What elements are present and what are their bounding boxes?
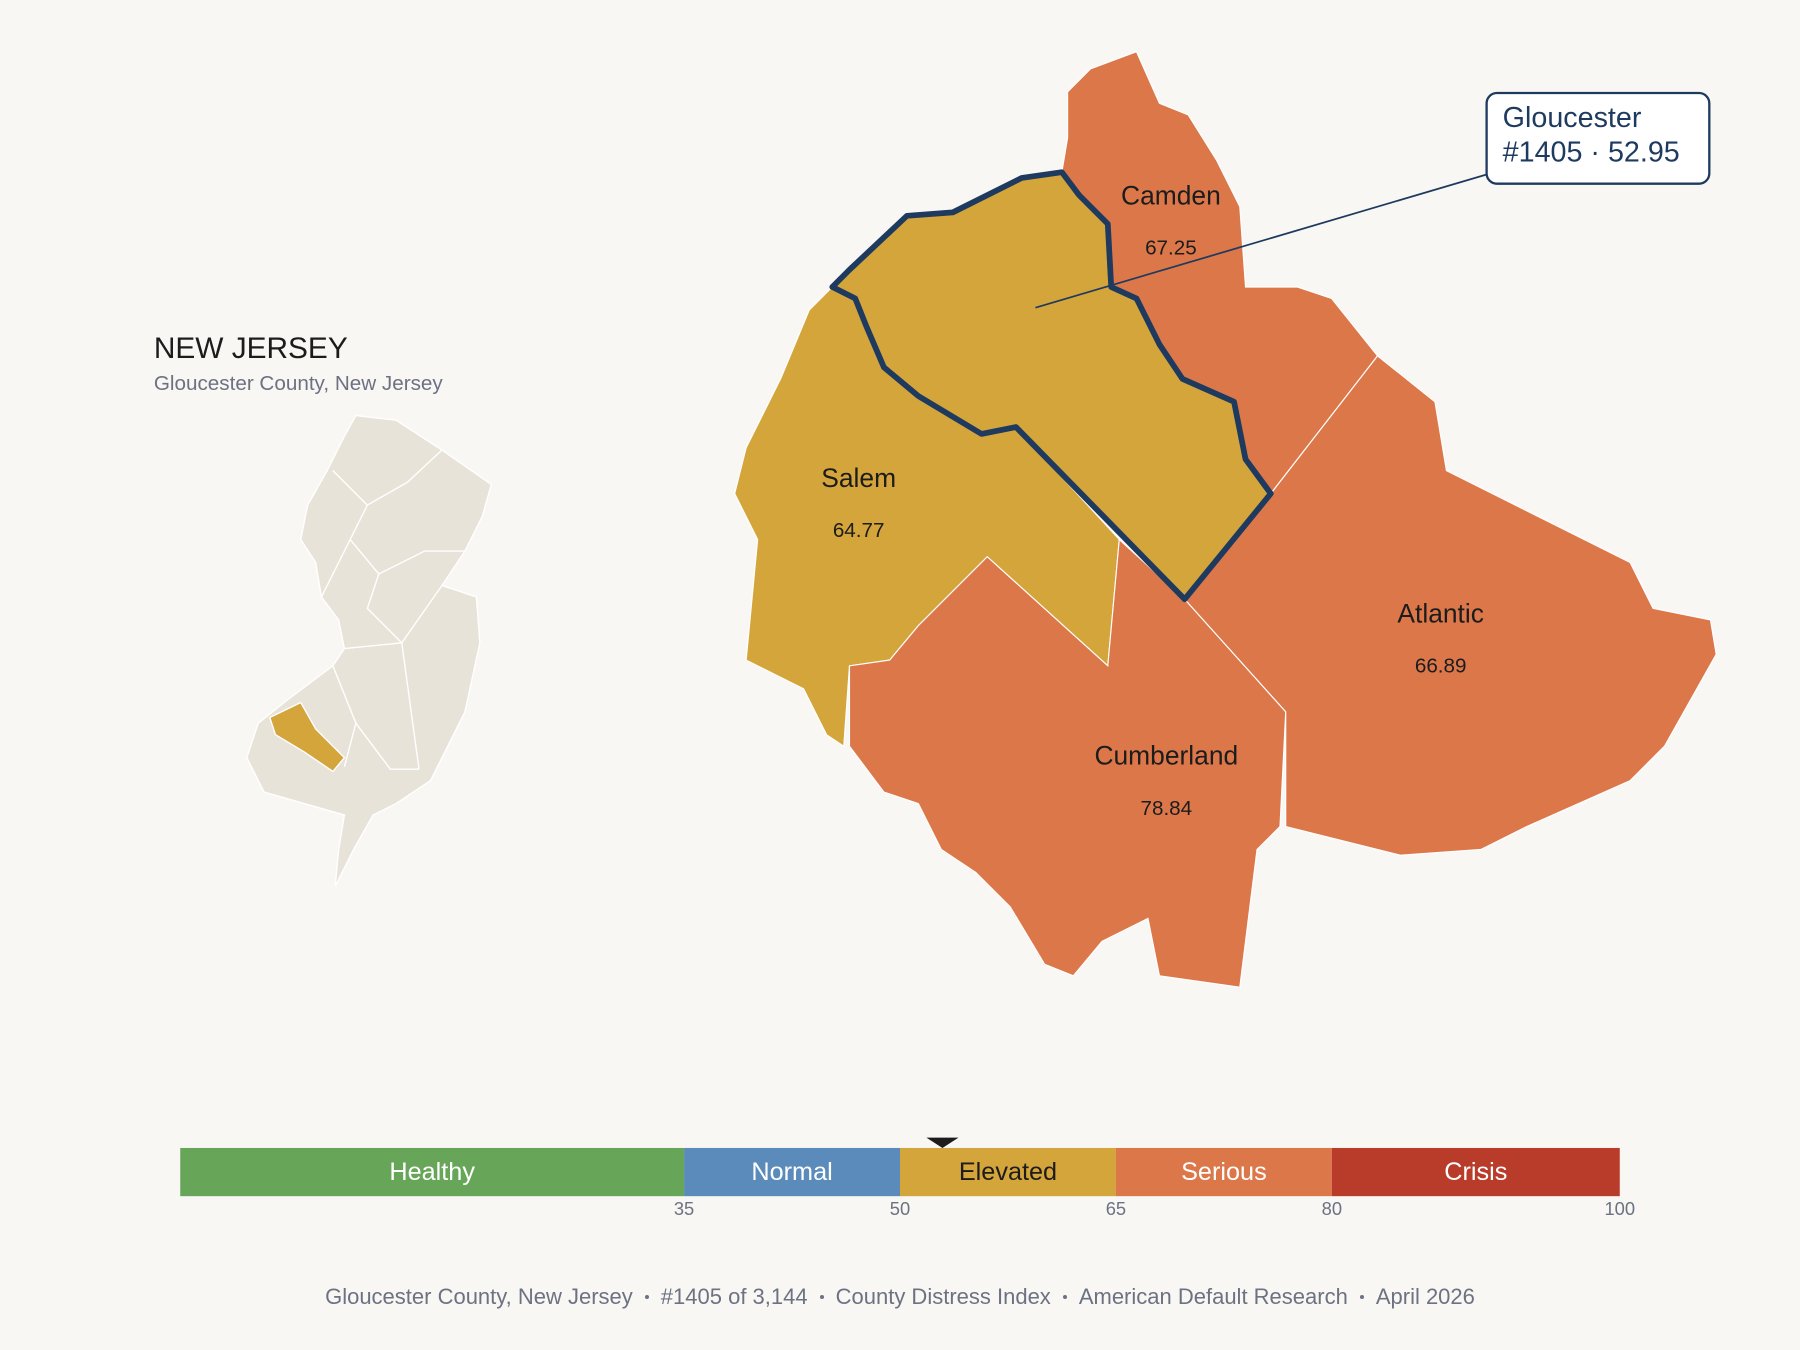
state-subtitle: Gloucester County, New Jersey bbox=[154, 372, 444, 395]
county-name: Atlantic bbox=[1397, 598, 1484, 628]
scale-band-label: Crisis bbox=[1444, 1158, 1507, 1186]
scale-marker bbox=[926, 1137, 959, 1148]
county-layer bbox=[734, 50, 1717, 988]
callout-box bbox=[1485, 91, 1711, 185]
footer-item: County Distress Index bbox=[835, 1284, 1051, 1309]
scale-band-label: Elevated bbox=[959, 1158, 1057, 1186]
footer-item: #1405 of 3,144 bbox=[660, 1284, 808, 1309]
county-score: 64.77 bbox=[833, 519, 885, 542]
county-labels: Camden 67.25 Salem 64.77 Cumberland 78.84 Atla… bbox=[821, 180, 1484, 819]
scale-band bbox=[900, 1147, 1116, 1197]
scale-band-label: Normal bbox=[751, 1158, 832, 1186]
selected-county-shape[interactable] bbox=[829, 169, 1274, 603]
scale-band bbox=[180, 1147, 685, 1197]
state-title: NEW JERSEY bbox=[154, 332, 348, 365]
scale-band-label: Serious bbox=[1181, 1158, 1267, 1186]
state-outline bbox=[246, 414, 493, 887]
separator bbox=[1062, 1295, 1067, 1299]
county-shape bbox=[1183, 355, 1717, 856]
county-name: Camden bbox=[1121, 180, 1221, 210]
scale-tick-label: 35 bbox=[674, 1198, 694, 1219]
separator bbox=[1359, 1295, 1364, 1299]
scale-band bbox=[1331, 1147, 1620, 1197]
separator bbox=[819, 1295, 824, 1299]
inset-highlight bbox=[268, 701, 346, 773]
callout-leader bbox=[1035, 173, 1487, 309]
distress-scale: Healthy Normal Elevated Serious Crisis 35 50 65… bbox=[180, 1137, 1635, 1219]
separator bbox=[644, 1295, 649, 1299]
callout-detail: #1405 · 52.95 bbox=[1503, 136, 1680, 168]
callout-name: Gloucester bbox=[1503, 102, 1642, 134]
county-borders bbox=[320, 449, 465, 770]
scale-tick-label: 65 bbox=[1106, 1198, 1126, 1219]
scale-band-label: Healthy bbox=[389, 1158, 475, 1186]
county-score: 78.84 bbox=[1140, 797, 1192, 820]
scale-band bbox=[684, 1147, 900, 1197]
scale-band bbox=[1115, 1147, 1332, 1197]
scale-tick-label: 50 bbox=[890, 1198, 910, 1219]
footer-item: Gloucester County, New Jersey bbox=[325, 1284, 633, 1309]
county-score: 67.25 bbox=[1145, 237, 1197, 260]
county-name: Cumberland bbox=[1094, 741, 1238, 771]
footer-item: American Default Research bbox=[1078, 1284, 1348, 1309]
scale-tick-label: 100 bbox=[1604, 1198, 1635, 1219]
scale-tick-label: 80 bbox=[1322, 1198, 1342, 1219]
county-score: 66.89 bbox=[1415, 654, 1467, 677]
state-inset bbox=[246, 414, 493, 887]
footer-item: April 2026 bbox=[1375, 1284, 1475, 1309]
footer: Gloucester County, New Jersey #1405 of 3,… bbox=[0, 1284, 1800, 1310]
county-name: Salem bbox=[821, 463, 896, 493]
